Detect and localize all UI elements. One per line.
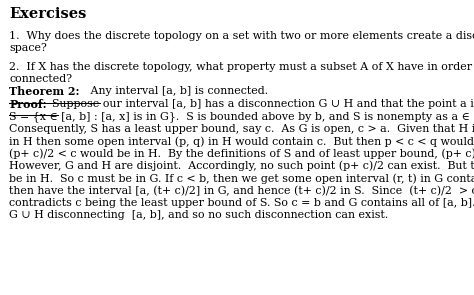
- Text: then have the interval [a, (t+ c)/2] in G, and hence (t+ c)/2 in S.  Since  (t+ : then have the interval [a, (t+ c)/2] in …: [9, 186, 474, 196]
- Text: connected?: connected?: [9, 74, 73, 84]
- Text: G ∪ H disconnecting  [a, b], and so no such disconnection can exist.: G ∪ H disconnecting [a, b], and so no su…: [9, 210, 389, 220]
- Text: 1.  Why does the discrete topology on a set with two or more elements create a d: 1. Why does the discrete topology on a s…: [9, 31, 474, 41]
- Text: However, G and H are disjoint.  Accordingly, no such point (p+ c)/2 can exist.  : However, G and H are disjoint. According…: [9, 161, 474, 171]
- Text: Proof:: Proof:: [9, 99, 47, 110]
- Text: Consequently, S has a least upper bound, say c.  As G is open, c > a.  Given tha: Consequently, S has a least upper bound,…: [9, 124, 474, 134]
- Text: space?: space?: [9, 43, 47, 53]
- Text: Theorem 2:: Theorem 2:: [9, 86, 80, 97]
- Text: in H then some open interval (p, q) in H would contain c.  But then p < c < q wo: in H then some open interval (p, q) in H…: [9, 136, 474, 147]
- Text: be in H.  So c must be in G. If c < b, then we get some open interval (r, t) in : be in H. So c must be in G. If c < b, th…: [9, 173, 474, 184]
- Text: (p+ c)/2 < c would be in H.  By the definitions of S and of least upper bound, (: (p+ c)/2 < c would be in H. By the defin…: [9, 148, 474, 159]
- Text: 2.  If X has the discrete topology, what property must a subset A of X have in o: 2. If X has the discrete topology, what …: [9, 62, 474, 72]
- Text: Suppose our interval [a, b] has a disconnection G ∪ H and that the point a is in: Suppose our interval [a, b] has a discon…: [45, 99, 474, 109]
- Text: contradicts c being the least upper bound of S. So c = b and G contains all of [: contradicts c being the least upper boun…: [9, 198, 474, 208]
- Text: S = {x ∈ [a, b] : [a, x] is in G}.  S is bounded above by b, and S is nonempty a: S = {x ∈ [a, b] : [a, x] is in G}. S is …: [9, 111, 474, 122]
- Text: Any interval [a, b] is connected.: Any interval [a, b] is connected.: [80, 86, 268, 96]
- Text: Exercises: Exercises: [9, 7, 87, 21]
